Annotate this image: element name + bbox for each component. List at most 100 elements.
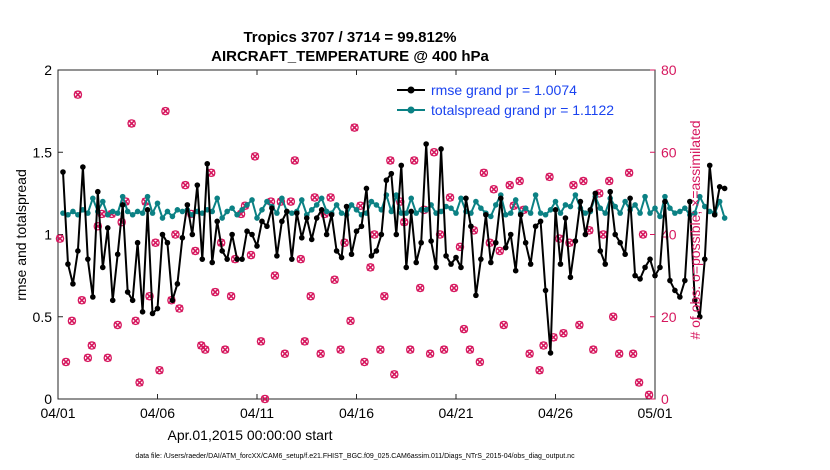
data-point-rmse — [124, 289, 131, 295]
data-point-totalspread — [239, 207, 245, 213]
data-point-totalspread — [388, 208, 395, 215]
obs-possible-point — [539, 341, 548, 350]
obs-assimilated-point — [181, 181, 190, 189]
data-point-totalspread — [562, 202, 569, 208]
data-point-rmse — [104, 225, 111, 231]
obs-assimilated-point — [460, 325, 468, 333]
data-point-rmse — [483, 211, 489, 218]
data-point-totalspread — [672, 210, 678, 216]
data-point-rmse — [433, 264, 439, 271]
data-point-totalspread — [527, 210, 534, 216]
data-point-rmse — [204, 160, 211, 167]
data-point-totalspread — [85, 210, 91, 216]
obs-possible-point — [589, 345, 598, 354]
data-point-rmse — [174, 281, 181, 287]
data-point-rmse — [184, 202, 191, 208]
obs-assimilated-point — [201, 345, 210, 354]
obs-assimilated-point — [515, 177, 524, 185]
obs-assimilated-point — [579, 177, 588, 185]
obs-assimilated-point — [306, 292, 315, 300]
data-point-rmse — [532, 223, 539, 230]
obs-assimilated-point — [221, 345, 229, 354]
obs-possible-point — [145, 291, 154, 301]
data-point-totalspread — [488, 213, 494, 220]
obs-possible-point — [409, 156, 419, 165]
legend-rmse-marker — [407, 86, 415, 94]
data-point-rmse — [398, 162, 405, 169]
obs-possible-point — [155, 365, 164, 375]
data-point-rmse — [448, 261, 454, 267]
obs-assimilated-point — [346, 317, 355, 325]
data-point-rmse — [189, 231, 196, 238]
obs-possible-point — [175, 304, 184, 313]
data-point-rmse — [443, 253, 449, 259]
obs-possible-point — [545, 172, 554, 182]
data-point-rmse — [95, 188, 101, 195]
data-point-rmse — [507, 231, 514, 238]
obs-possible-point — [171, 230, 180, 239]
data-point-totalspread — [219, 215, 225, 221]
data-point-rmse — [478, 256, 484, 262]
data-point-totalspread — [249, 197, 255, 203]
obs-assimilated-point — [271, 271, 279, 280]
obs-assimilated-point — [380, 292, 389, 300]
data-point-rmse — [652, 272, 658, 279]
data-point-rmse — [602, 261, 609, 267]
obs-assimilated-point — [261, 395, 269, 403]
data-point-rmse — [90, 294, 96, 300]
obs-possible-point — [608, 312, 618, 321]
obs-possible-point — [300, 337, 310, 346]
data-point-totalspread — [70, 208, 76, 215]
data-point-totalspread — [318, 195, 325, 202]
obs-assimilated-point — [466, 345, 474, 354]
data-point-totalspread — [682, 205, 688, 211]
obs-possible-point — [565, 238, 574, 247]
obs-assimilated-point — [171, 230, 180, 239]
obs-possible-point — [644, 390, 654, 400]
data-point-rmse — [517, 211, 524, 218]
data-point-totalspread — [522, 205, 529, 211]
obs-possible-point — [290, 156, 300, 165]
data-point-totalspread — [333, 202, 340, 208]
data-point-rmse — [696, 313, 703, 320]
obs-assimilated-point — [370, 230, 379, 239]
obs-possible-point — [360, 357, 369, 367]
data-point-totalspread — [696, 193, 703, 200]
obs-possible-point — [415, 283, 425, 293]
data-point-rmse — [353, 228, 360, 235]
obs-possible-point — [495, 246, 505, 256]
data-point-totalspread — [124, 208, 131, 215]
data-point-totalspread — [154, 200, 161, 207]
y-tick-label-left: 1.5 — [33, 144, 53, 160]
obs-assimilated-point — [127, 119, 136, 128]
obs-assimilated-point — [569, 181, 578, 189]
obs-possible-point — [376, 345, 385, 354]
data-point-totalspread — [279, 195, 285, 202]
obs-assimilated-point — [575, 321, 584, 329]
data-point-totalspread — [547, 207, 554, 213]
data-point-totalspread — [642, 193, 648, 200]
data-point-totalspread — [368, 198, 375, 205]
obs-possible-point — [286, 197, 296, 206]
data-point-rmse — [209, 259, 216, 266]
data-point-rmse — [657, 264, 663, 271]
obs-possible-point — [161, 106, 170, 116]
obs-possible-point — [499, 320, 509, 330]
data-point-rmse — [682, 277, 688, 284]
obs-assimilated-point — [430, 148, 438, 157]
data-point-rmse — [129, 297, 136, 304]
data-point-rmse — [497, 195, 504, 202]
obs-assimilated-point — [155, 366, 164, 374]
data-point-rmse — [577, 198, 584, 205]
y-tick-label-left: 0.5 — [33, 309, 53, 325]
obs-assimilated-point — [615, 349, 623, 358]
data-point-totalspread — [582, 210, 589, 216]
obs-assimilated-point — [446, 193, 454, 202]
obs-possible-point — [67, 316, 77, 326]
y-tick-label-right: 80 — [661, 62, 677, 78]
obs-assimilated-point — [84, 354, 92, 362]
data-point-totalspread — [298, 197, 305, 203]
data-point-rmse — [617, 239, 623, 246]
obs-assimilated-point — [113, 321, 122, 329]
data-point-rmse — [413, 259, 420, 266]
